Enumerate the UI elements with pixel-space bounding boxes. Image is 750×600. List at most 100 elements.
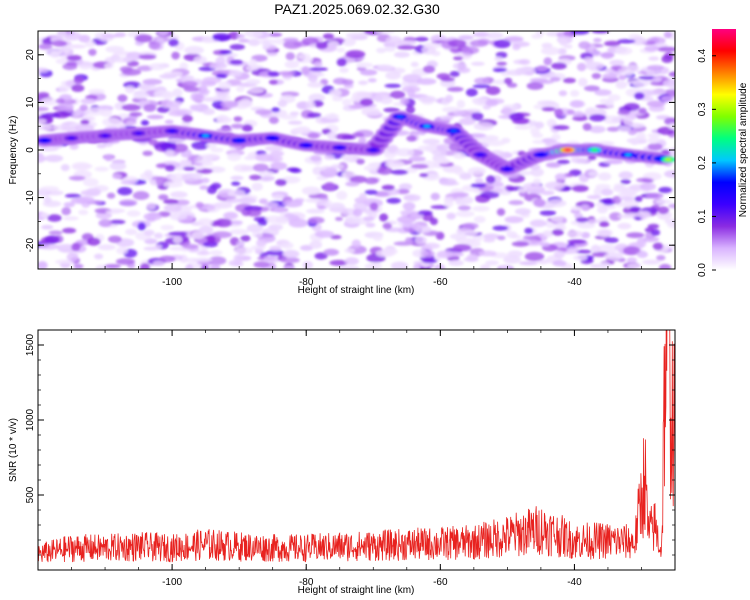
noise-blob — [591, 72, 602, 80]
noise-blob — [45, 48, 63, 56]
y-tick-label: -10 — [25, 190, 36, 205]
colorbar: 0.0 0.1 0.2 0.3 0.4 Normalized spectral ampl… — [697, 29, 749, 277]
noise-blob — [483, 238, 496, 243]
noise-blob — [358, 192, 367, 202]
noise-blob — [647, 133, 662, 138]
noise-blob — [248, 87, 264, 94]
noise-blob — [570, 31, 590, 35]
noise-blob — [619, 196, 635, 201]
noise-blob — [121, 68, 142, 76]
noise-blob — [155, 176, 165, 186]
noise-blob — [134, 34, 153, 43]
noise-blob — [485, 99, 499, 107]
noise-blob — [305, 198, 324, 203]
ridge-peak-core — [369, 148, 377, 152]
noise-blob — [40, 112, 61, 118]
noise-blob — [164, 119, 174, 125]
noise-blob — [314, 252, 328, 260]
noise-blob — [302, 260, 314, 269]
noise-blob — [160, 142, 177, 152]
noise-blob — [461, 46, 480, 55]
noise-blob — [146, 202, 156, 210]
noise-blob — [655, 199, 672, 204]
noise-blob — [590, 244, 601, 253]
noise-blob — [236, 240, 245, 247]
noise-blob — [126, 210, 141, 217]
noise-blob — [668, 71, 675, 78]
noise-blob — [191, 141, 210, 150]
noise-blob — [255, 153, 274, 162]
noise-blob — [284, 60, 300, 69]
noise-blob — [73, 76, 84, 84]
noise-blob — [368, 112, 384, 117]
noise-blob — [88, 48, 97, 56]
noise-blob — [154, 232, 163, 239]
noise-blob — [159, 74, 178, 79]
noise-blob — [329, 88, 342, 98]
noise-blob — [644, 45, 659, 52]
noise-blob — [244, 31, 263, 38]
noise-blob — [408, 82, 420, 87]
noise-blob — [144, 238, 158, 245]
noise-blob — [342, 171, 356, 177]
noise-blob — [336, 190, 348, 200]
noise-blob — [486, 175, 496, 184]
colorbar-tick-label: 0.1 — [697, 209, 708, 223]
noise-blob — [542, 230, 554, 238]
noise-blob — [541, 46, 561, 56]
noise-blob — [386, 197, 402, 204]
noise-blob — [229, 44, 245, 50]
noise-blob — [182, 80, 198, 88]
noise-blob — [216, 116, 233, 124]
noise-blob — [663, 31, 673, 39]
ridge-peak-core — [302, 143, 310, 147]
noise-blob — [219, 50, 233, 55]
noise-blob — [328, 202, 345, 212]
noise-blob — [397, 45, 417, 50]
noise-blob — [601, 51, 614, 60]
noise-blob — [406, 88, 416, 97]
y-tick-label: 1000 — [25, 408, 36, 431]
noise-blob — [646, 65, 665, 71]
ridge-peak-core — [41, 138, 49, 143]
noise-blob — [421, 45, 436, 55]
noise-blob — [504, 216, 524, 224]
noise-blob — [524, 227, 534, 234]
noise-blob — [430, 192, 440, 201]
noise-blob — [602, 73, 618, 80]
noise-blob — [553, 250, 566, 259]
noise-blob — [211, 33, 231, 42]
noise-blob — [307, 132, 320, 139]
x-tick-label: -80 — [299, 277, 314, 288]
noise-blob — [491, 187, 504, 193]
noise-blob — [264, 202, 279, 209]
noise-blob — [146, 114, 164, 120]
noise-blob — [251, 231, 263, 238]
noise-blob — [536, 65, 548, 72]
noise-blob — [482, 105, 491, 110]
noise-blob — [356, 91, 373, 97]
noise-blob — [399, 210, 413, 215]
noise-blob — [105, 210, 122, 214]
noise-blob — [582, 123, 592, 131]
noise-blob — [636, 251, 649, 258]
noise-blob — [153, 90, 172, 98]
noise-blob — [344, 257, 359, 265]
noise-blob — [414, 36, 429, 42]
noise-blob — [101, 33, 119, 39]
noise-blob — [563, 44, 573, 49]
noise-blob — [417, 145, 436, 152]
noise-blob — [367, 78, 377, 83]
noise-blob — [640, 182, 656, 191]
noise-blob — [518, 187, 527, 193]
noise-blob — [353, 201, 368, 211]
noise-blob — [638, 107, 647, 114]
noise-blob — [125, 120, 137, 126]
noise-blob — [324, 167, 338, 176]
noise-blob — [80, 119, 90, 125]
noise-blob — [314, 230, 335, 238]
noise-blob — [445, 94, 454, 103]
colorbar-gradient — [712, 29, 736, 270]
noise-blob — [112, 173, 123, 180]
